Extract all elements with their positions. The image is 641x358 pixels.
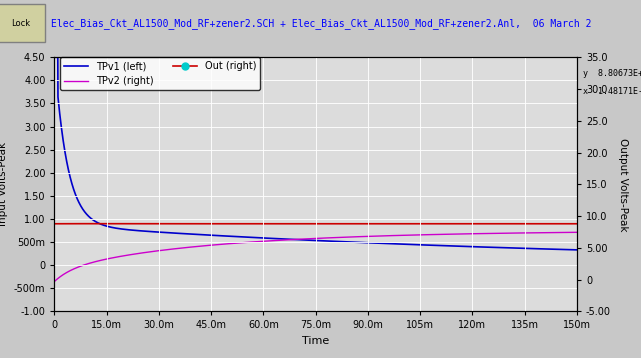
Y-axis label: Input Volts-Peak: Input Volts-Peak bbox=[0, 142, 8, 226]
Out (right) bbox=[83, 222, 90, 226]
Text: y  8.80673E+0: y 8.80673E+0 bbox=[583, 69, 641, 78]
X-axis label: Time: Time bbox=[302, 336, 329, 346]
Out (right) bbox=[142, 222, 149, 226]
TPv1 (left) bbox=[141, 229, 149, 233]
Out (right) bbox=[251, 222, 259, 226]
Out (right) bbox=[302, 222, 310, 226]
TPv2 (right) bbox=[51, 279, 58, 284]
TPv1 (left) bbox=[563, 247, 570, 252]
Line: TPv1 (left): TPv1 (left) bbox=[54, 57, 577, 250]
TPv2 (right) bbox=[573, 230, 581, 234]
TPv2 (right) bbox=[141, 250, 149, 255]
Out (right) bbox=[51, 222, 58, 226]
FancyBboxPatch shape bbox=[0, 4, 45, 42]
TPv2 (right) bbox=[251, 240, 259, 244]
TPv1 (left) bbox=[110, 226, 118, 230]
Y-axis label: Output Volts-Peak: Output Volts-Peak bbox=[617, 137, 628, 231]
TPv1 (left) bbox=[573, 248, 581, 252]
Text: Lock: Lock bbox=[11, 19, 30, 28]
TPv1 (left) bbox=[506, 246, 514, 250]
Text: Elec_Bias_Ckt_AL1500_Mod_RF+zener2.SCH + Elec_Bias_Ckt_AL1500_Mod_RF+zener2.Anl,: Elec_Bias_Ckt_AL1500_Mod_RF+zener2.SCH +… bbox=[51, 18, 592, 29]
TPv1 (left) bbox=[274, 237, 281, 241]
Out (right) bbox=[563, 222, 571, 226]
TPv1 (left) bbox=[51, 55, 58, 59]
Out (right) bbox=[507, 222, 515, 226]
TPv2 (right) bbox=[110, 255, 118, 260]
TPv1 (left) bbox=[251, 236, 259, 240]
Out (right) bbox=[274, 222, 281, 226]
TPv2 (right) bbox=[563, 230, 570, 234]
Out (right) bbox=[573, 222, 581, 226]
Legend: TPv1 (left), TPv2 (right), Out (right): TPv1 (left), TPv2 (right), Out (right) bbox=[60, 57, 260, 90]
Line: TPv2 (right): TPv2 (right) bbox=[54, 232, 577, 281]
Out (right) bbox=[110, 222, 118, 226]
TPv2 (right) bbox=[274, 238, 281, 243]
TPv2 (right) bbox=[506, 231, 514, 235]
Text: x  1.48171E-1: x 1.48171E-1 bbox=[583, 87, 641, 96]
